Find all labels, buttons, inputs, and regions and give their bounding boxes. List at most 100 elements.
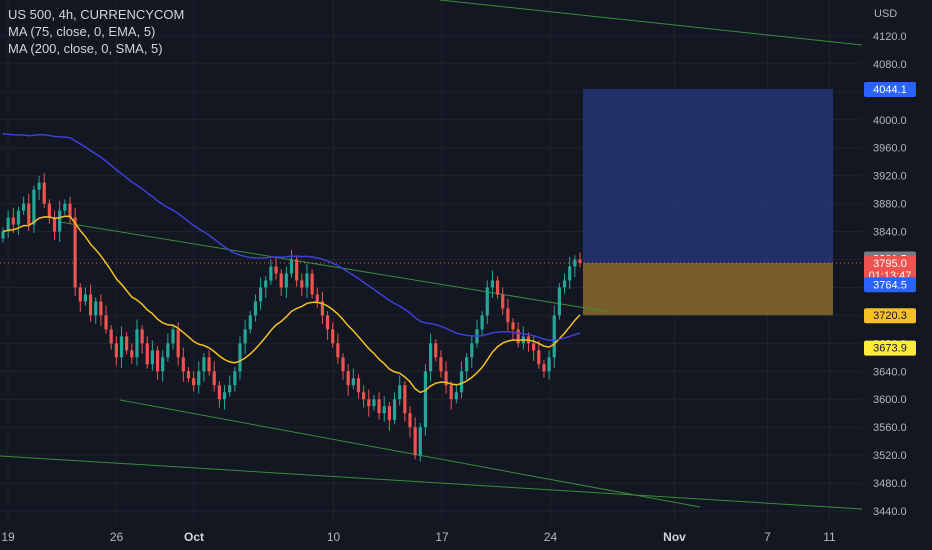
- y-tick-label: 4120.0: [873, 31, 907, 43]
- candle-body: [94, 301, 98, 316]
- candle-body: [351, 378, 355, 386]
- price-badges: 4044.13801.53795.001:13:473764.53720.336…: [864, 81, 916, 356]
- target-price-badge-bg: [864, 81, 916, 97]
- candle-body: [104, 315, 108, 330]
- candle-body: [47, 203, 51, 218]
- stop-price-badge-bg: [864, 308, 916, 324]
- candle-body: [243, 329, 247, 344]
- candles: [1, 172, 582, 462]
- candle-body: [207, 357, 211, 372]
- y-tick-label: 3880.0: [873, 199, 907, 211]
- sma200-line: [2, 133, 581, 342]
- candle-body: [444, 371, 448, 386]
- y-tick-label: 3960.0: [873, 143, 907, 155]
- candle-body: [320, 301, 325, 316]
- current-price-badge: 3795.0: [873, 258, 907, 270]
- target-zone: [583, 88, 833, 264]
- candle-body: [537, 350, 541, 365]
- candle-body: [32, 189, 36, 225]
- candle-body: [284, 273, 288, 288]
- candle-body: [470, 343, 474, 358]
- current-price-badge-bg: [864, 256, 916, 282]
- candle-body: [289, 259, 294, 274]
- candle-body: [202, 357, 206, 372]
- x-axis-ticks: 19 26 Oct 10 17 24 Nov 7 11: [1, 530, 836, 544]
- x-tick-label: Oct: [184, 530, 204, 544]
- candle-body: [11, 217, 15, 225]
- candle-body: [16, 210, 21, 225]
- candle-body: [552, 315, 556, 358]
- candle-body: [52, 217, 57, 232]
- candle-body: [238, 343, 242, 372]
- candle-body: [186, 371, 191, 379]
- trendlines[interactable]: [0, 0, 863, 510]
- candle-body: [155, 350, 160, 372]
- ema75-price-badge: 3673.9: [873, 343, 907, 355]
- candle-body: [465, 357, 469, 372]
- candle-body: [135, 329, 139, 358]
- candle-body: [367, 399, 371, 407]
- ma75-label[interactable]: MA (75, close, 0, EMA, 5): [8, 24, 156, 39]
- candle-body: [372, 399, 376, 407]
- candle-body: [398, 385, 402, 400]
- candle-body: [377, 399, 381, 414]
- candle-body: [295, 259, 299, 281]
- candle-body: [197, 371, 201, 386]
- candle-body: [449, 385, 453, 400]
- candle-body: [212, 371, 216, 386]
- sma200-price-badge-bg: [864, 277, 916, 293]
- candle-body: [568, 266, 572, 281]
- candle-body: [253, 301, 258, 316]
- candle-body: [279, 273, 283, 288]
- position-zones[interactable]: [583, 88, 833, 316]
- candle-body: [130, 350, 134, 358]
- x-tick-label: 17: [435, 530, 449, 544]
- sma200-price-badge: 3764.5: [873, 279, 907, 291]
- candle-body: [459, 371, 464, 393]
- candle-body: [145, 343, 149, 365]
- candle-body: [362, 392, 366, 400]
- candle-body: [37, 182, 41, 190]
- candle-body: [516, 329, 520, 344]
- candle-body: [42, 182, 46, 204]
- candle-body: [274, 266, 278, 274]
- candle-body: [341, 357, 345, 372]
- candle-body: [305, 273, 309, 288]
- candle-body: [269, 266, 273, 281]
- symbol-title[interactable]: US 500, 4h, CURRENCYCOM: [8, 7, 185, 22]
- candle-body: [83, 294, 88, 302]
- candle-body: [300, 280, 304, 288]
- x-tick-label: 26: [110, 530, 124, 544]
- candle-body: [511, 322, 515, 330]
- y-tick-label: 4000.0: [873, 115, 907, 127]
- candle-body: [6, 217, 10, 232]
- candle-body: [423, 371, 428, 428]
- candle-body: [578, 259, 582, 263]
- candle-body: [418, 427, 422, 456]
- candle-body: [248, 315, 252, 330]
- candle-body: [176, 329, 180, 358]
- candle-body: [485, 287, 489, 316]
- y-tick-label: 3480.0: [873, 478, 907, 490]
- candle-body: [109, 329, 113, 344]
- stop-price-badge: 3720.3: [873, 310, 907, 322]
- candle-body: [408, 413, 412, 428]
- grid: [0, 0, 862, 524]
- candle-body: [325, 315, 330, 330]
- candle-body: [58, 210, 62, 232]
- candle-body: [542, 364, 546, 372]
- candle-body: [228, 385, 232, 393]
- candle-body: [434, 343, 438, 358]
- legend: US 500, 4h, CURRENCYCOM MA (75, close, 0…: [8, 6, 184, 57]
- candle-body: [336, 343, 340, 358]
- ema75-line: [2, 215, 581, 394]
- candle-body: [346, 371, 350, 386]
- candle-body: [73, 217, 77, 288]
- candle-body: [495, 280, 500, 295]
- candle-body: [222, 392, 227, 400]
- target-price-badge: 4044.1: [873, 84, 907, 96]
- candle-body: [506, 308, 510, 323]
- ma200-label[interactable]: MA (200, close, 0, SMA, 5): [8, 41, 163, 56]
- time-axis[interactable]: [0, 524, 932, 550]
